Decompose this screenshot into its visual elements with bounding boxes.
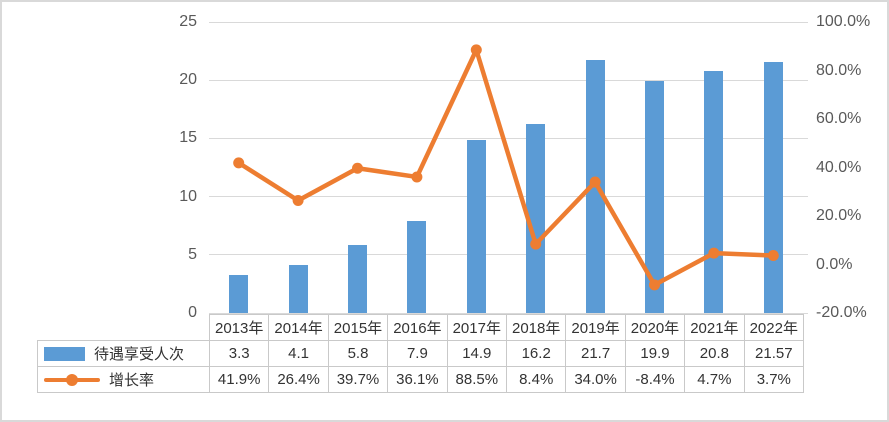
beneficiaries-value-cell: 14.9	[446, 340, 507, 367]
right-axis-tick-label: 20.0%	[816, 207, 862, 224]
line-series-swatch	[44, 373, 100, 386]
right-axis-tick-label: 100.0%	[816, 13, 871, 30]
growth-rate-value-cell: 26.4%	[268, 366, 329, 393]
bar-2016年	[407, 221, 427, 313]
year-header-cell: 2018年	[506, 314, 567, 341]
growth-rate-value-cell: -8.4%	[624, 366, 686, 393]
left-axis-tick-label: 25	[179, 13, 197, 30]
year-header-cell: 2017年	[446, 314, 507, 341]
bar-2020年	[645, 81, 664, 313]
legend-growth-cell: 增长率	[37, 366, 210, 393]
beneficiaries-value-cell: 21.7	[565, 340, 626, 367]
left-axis-tick-label: 20	[179, 71, 197, 89]
bar-series-swatch	[44, 346, 85, 361]
left-axis-tick-label: 0	[188, 304, 197, 321]
legend-growth-label: 增长率	[109, 372, 155, 389]
right-axis-tick-label: 60.0%	[816, 110, 862, 127]
year-header-cell: 2015年	[327, 314, 389, 341]
right-axis-tick-label: 40.0%	[816, 158, 862, 176]
growth-rate-value-cell: 41.9%	[209, 366, 270, 393]
bar-2017年	[466, 139, 486, 313]
year-header-cell: 2016年	[387, 314, 448, 341]
growth-rate-value-cell: 4.7%	[684, 366, 745, 393]
beneficiaries-value-cell: 4.1	[268, 340, 329, 367]
bar-2015年	[348, 245, 367, 313]
legend-beneficiaries-cell: 待遇享受人次	[37, 340, 210, 367]
beneficiaries-value-cell: 7.9	[387, 340, 448, 367]
beneficiaries-value-cell: 21.57	[743, 340, 804, 367]
growth-rate-line	[237, 47, 774, 288]
line-swatch-marker	[66, 373, 78, 386]
growth-rate-value-cell: 3.7%	[743, 366, 804, 393]
left-axis-tick-label: 15	[179, 129, 197, 147]
growth-rate-value-cell: 39.7%	[327, 366, 389, 393]
bar-2021年	[704, 70, 724, 313]
right-axis-tick-label: 80.0%	[816, 61, 862, 79]
beneficiaries-value-cell: 3.3	[209, 340, 270, 367]
year-header-cell: 2022年	[743, 314, 804, 341]
line-marker-2017年	[470, 44, 482, 56]
growth-rate-value-cell: 8.4%	[506, 366, 567, 393]
bar-2019年	[585, 60, 605, 313]
growth-rate-value-cell: 88.5%	[446, 366, 507, 393]
line-marker-2013年	[233, 157, 245, 169]
year-header-cell: 2019年	[565, 314, 626, 341]
bar-2014年	[288, 265, 308, 313]
bar-2013年	[229, 274, 249, 313]
bar-2018年	[526, 124, 546, 313]
beneficiaries-value-cell: 19.9	[624, 340, 686, 367]
right-axis-tick-label: 0.0%	[816, 255, 853, 273]
right-axis-tick-label: -20.0%	[816, 304, 867, 321]
year-header-cell: 2013年	[209, 314, 270, 341]
line-marker-2016年	[411, 171, 423, 183]
beneficiaries-value-cell: 20.8	[684, 340, 745, 367]
bar-2022年	[763, 61, 783, 313]
beneficiaries-value-cell: 5.8	[327, 340, 389, 367]
year-header-cell: 2020年	[624, 314, 686, 341]
year-header-cell: 2014年	[268, 314, 329, 341]
beneficiaries-value-cell: 16.2	[506, 340, 567, 367]
growth-rate-value-cell: 34.0%	[565, 366, 626, 393]
growth-rate-value-cell: 36.1%	[387, 366, 448, 393]
gridline	[209, 21, 808, 23]
legend-beneficiaries-label: 待遇享受人次	[94, 346, 185, 363]
left-axis-tick-label: 5	[188, 245, 197, 263]
line-marker-2015年	[352, 162, 363, 174]
year-header-cell: 2021年	[684, 314, 745, 341]
gridline	[209, 312, 808, 314]
left-axis-tick-label: 10	[179, 187, 197, 205]
